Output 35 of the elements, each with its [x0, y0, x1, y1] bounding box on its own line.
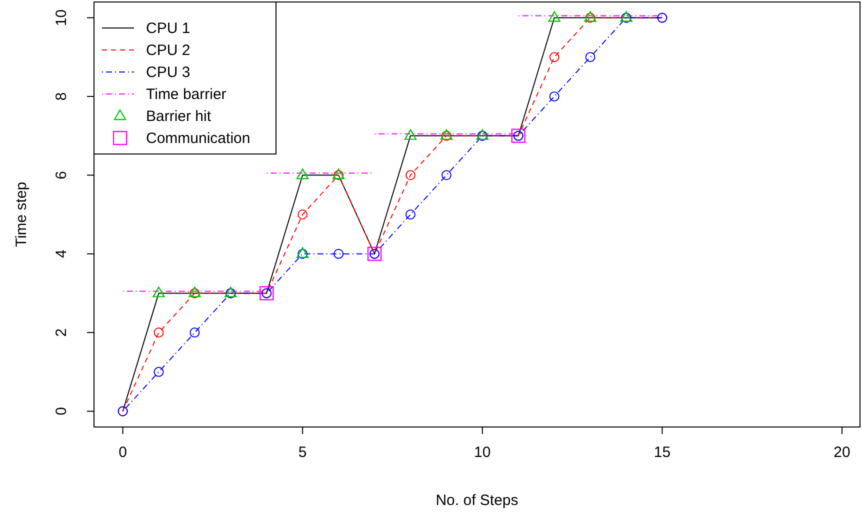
legend-label: CPU 3: [146, 64, 190, 81]
point: [404, 129, 417, 140]
point: [405, 170, 416, 180]
y-axis-title: Time step: [13, 182, 30, 248]
legend-label: CPU 2: [146, 42, 190, 59]
point: [152, 286, 165, 298]
point: [585, 52, 596, 62]
legend-label: Barrier hit: [146, 108, 212, 125]
x-tick-label: 20: [834, 444, 850, 461]
point: [405, 210, 416, 220]
point: [549, 91, 560, 102]
x-tick-label: 0: [118, 444, 127, 461]
y-tick-label: 10: [53, 9, 70, 26]
point: [549, 52, 560, 62]
x-tick-label: 5: [298, 444, 307, 461]
point: [296, 168, 309, 180]
point: [190, 328, 200, 338]
point: [298, 210, 308, 220]
x-tick-label: 10: [474, 444, 491, 461]
point: [441, 170, 452, 180]
point: [154, 328, 164, 338]
point: [367, 246, 382, 261]
point: [548, 11, 560, 22]
x-tick-label: 15: [654, 444, 671, 461]
y-tick-label: 2: [53, 328, 70, 337]
legend-label: Time barrier: [146, 86, 226, 103]
point: [154, 366, 164, 377]
y-tick-label: 8: [53, 92, 70, 101]
x-axis-title: No. of Steps: [436, 492, 518, 509]
y-tick-label: 4: [53, 250, 70, 258]
point: [334, 248, 344, 259]
legend-label: Communication: [146, 130, 250, 147]
legend-label: CPU 1: [146, 20, 190, 37]
y-tick-label: 0: [53, 407, 70, 416]
y-tick-label: 6: [53, 170, 70, 180]
